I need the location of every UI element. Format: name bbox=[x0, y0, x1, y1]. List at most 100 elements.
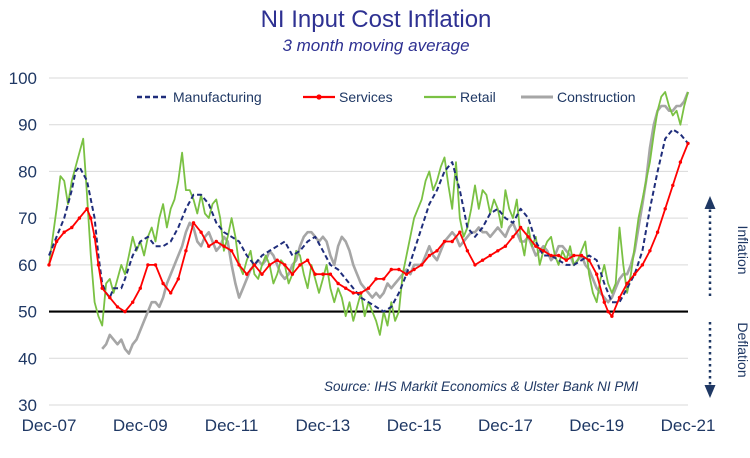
series-point-services-75 bbox=[602, 300, 606, 304]
series-line-construction bbox=[101, 91, 690, 355]
x-tick-label-dec-15: Dec-15 bbox=[387, 416, 442, 435]
x-tick-label-dec-13: Dec-13 bbox=[295, 416, 350, 435]
series-point-services-10 bbox=[108, 295, 112, 300]
series-point-services-15 bbox=[146, 263, 150, 267]
series-point-services-49 bbox=[404, 272, 409, 276]
series-point-services-34 bbox=[290, 272, 295, 276]
series-point-services-87 bbox=[686, 141, 690, 146]
x-tick-label-dec-17: Dec-17 bbox=[478, 416, 533, 435]
inflation-label: Inflation bbox=[735, 225, 750, 274]
series-point-services-66 bbox=[534, 244, 538, 248]
series-point-services-3 bbox=[70, 225, 74, 230]
series-point-services-18 bbox=[169, 291, 173, 295]
y-axis-tick-labels: 30 40 50 60 70 80 90 100 bbox=[9, 69, 37, 415]
series-point-services-4 bbox=[77, 216, 82, 220]
y-tick-label-30: 30 bbox=[18, 396, 37, 415]
series-point-services-61 bbox=[496, 249, 500, 253]
y-tick-label-90: 90 bbox=[18, 116, 37, 135]
series-point-services-52 bbox=[427, 253, 431, 258]
series-point-services-80 bbox=[633, 272, 637, 276]
series-point-services-83 bbox=[655, 230, 660, 234]
series-point-services-43 bbox=[359, 291, 363, 295]
series-point-services-81 bbox=[640, 263, 645, 267]
legend-label-manufacturing: Manufacturing bbox=[173, 89, 262, 105]
series-point-services-45 bbox=[374, 277, 378, 281]
series-point-services-13 bbox=[131, 300, 135, 304]
series-point-services-40 bbox=[336, 281, 340, 286]
series-point-services-48 bbox=[397, 267, 401, 272]
x-tick-label-dec-21: Dec-21 bbox=[661, 416, 716, 435]
series-point-services-56 bbox=[458, 230, 462, 234]
series-point-services-12 bbox=[123, 309, 127, 314]
series-point-services-28 bbox=[245, 272, 249, 276]
series-point-services-69 bbox=[556, 253, 561, 258]
series-point-services-26 bbox=[229, 249, 234, 253]
y-tick-label-40: 40 bbox=[18, 349, 37, 368]
series-point-services-24 bbox=[214, 239, 218, 244]
series-point-services-25 bbox=[222, 244, 226, 248]
legend-label-construction: Construction bbox=[557, 89, 636, 105]
series-point-services-85 bbox=[671, 183, 675, 188]
series-point-services-84 bbox=[663, 207, 667, 211]
series-point-services-35 bbox=[298, 263, 302, 267]
series-point-services-30 bbox=[260, 272, 264, 276]
x-tick-label-dec-09: Dec-09 bbox=[113, 416, 168, 435]
series-point-services-32 bbox=[275, 258, 279, 262]
series-point-services-46 bbox=[382, 277, 386, 281]
legend-label-services: Services bbox=[339, 89, 393, 105]
series-point-services-77 bbox=[610, 314, 614, 318]
chart-subtitle: 3 month moving average bbox=[282, 36, 469, 55]
series-point-services-31 bbox=[267, 263, 272, 267]
series-point-services-86 bbox=[678, 160, 683, 164]
y-tick-label-50: 50 bbox=[18, 303, 37, 322]
series-point-services-55 bbox=[450, 239, 454, 244]
series-point-services-38 bbox=[321, 272, 325, 276]
legend-marker-services bbox=[316, 94, 322, 100]
series-point-services-82 bbox=[648, 249, 652, 253]
y-tick-label-100: 100 bbox=[9, 69, 37, 88]
series-point-services-64 bbox=[518, 225, 523, 230]
series-line-retail bbox=[48, 91, 689, 336]
series-point-services-22 bbox=[199, 230, 203, 234]
series-lines bbox=[47, 91, 690, 355]
series-line-services bbox=[48, 143, 689, 318]
series-point-services-54 bbox=[442, 239, 447, 244]
series-point-services-17 bbox=[161, 281, 165, 286]
series-point-services-2 bbox=[62, 230, 66, 234]
series-point-services-44 bbox=[366, 286, 371, 290]
x-tick-label-dec-19: Dec-19 bbox=[569, 416, 624, 435]
series-point-services-73 bbox=[587, 258, 591, 262]
series-point-services-6 bbox=[89, 216, 93, 220]
series-point-services-65 bbox=[526, 235, 530, 239]
deflation-label: Deflation bbox=[735, 322, 750, 377]
x-tick-label-dec-07: Dec-07 bbox=[22, 416, 77, 435]
y-tick-label-70: 70 bbox=[18, 209, 37, 228]
series-point-services-50 bbox=[412, 267, 416, 272]
series-point-services-63 bbox=[511, 235, 515, 239]
legend: Manufacturing Services Retail Construction bbox=[137, 89, 636, 105]
series-point-services-78 bbox=[617, 295, 622, 300]
series-point-services-58 bbox=[473, 263, 477, 267]
series-point-services-11 bbox=[115, 305, 120, 309]
series-point-services-37 bbox=[313, 272, 317, 276]
inflation-arrow-head-icon bbox=[704, 196, 716, 209]
series-point-services-62 bbox=[503, 244, 508, 248]
chart-title: NI Input Cost Inflation bbox=[261, 6, 492, 33]
deflation-arrow-head-icon bbox=[704, 385, 716, 398]
series-point-services-8 bbox=[96, 263, 101, 267]
series-point-services-1 bbox=[54, 239, 59, 244]
series-point-services-41 bbox=[344, 286, 348, 290]
gridlines bbox=[49, 77, 688, 406]
series-point-services-74 bbox=[595, 272, 599, 276]
series-point-services-39 bbox=[328, 272, 333, 276]
series-point-services-14 bbox=[138, 286, 142, 290]
series-point-services-53 bbox=[435, 249, 439, 253]
series-point-services-0 bbox=[47, 263, 51, 267]
y-tick-label-80: 80 bbox=[18, 162, 37, 181]
series-point-services-33 bbox=[283, 263, 287, 267]
series-point-services-5 bbox=[85, 207, 89, 211]
series-point-services-76 bbox=[606, 309, 610, 314]
series-point-services-42 bbox=[351, 291, 355, 295]
legend-label-retail: Retail bbox=[460, 89, 496, 105]
